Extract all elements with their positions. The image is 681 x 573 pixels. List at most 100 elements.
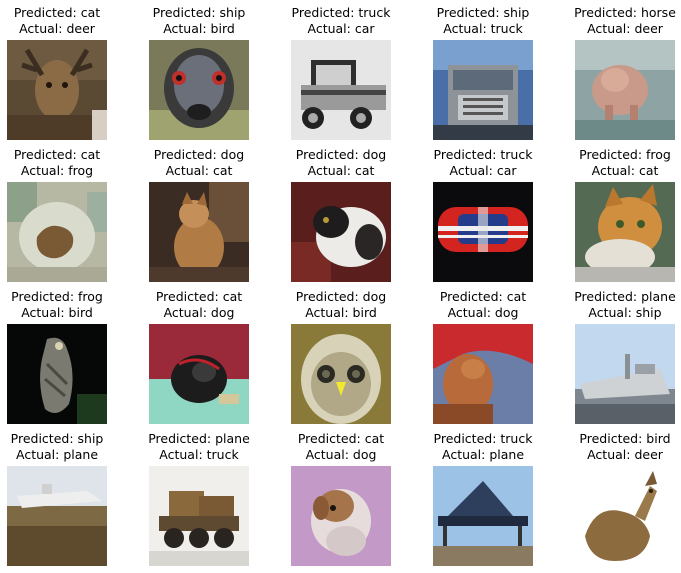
predicted-label: Predicted: horse (574, 5, 676, 20)
predicted-label: Predicted: ship (152, 5, 246, 20)
actual-label: Actual: frog (20, 163, 94, 178)
sample-caption: Predicted: frog Actual: cat (555, 147, 681, 179)
sample-caption: Predicted: cat Actual: dog (413, 289, 553, 321)
sample-cell: Predicted: ship Actual: bird (129, 5, 269, 147)
predicted-label: Predicted: cat (13, 147, 101, 162)
sample-caption: Predicted: plane Actual: truck (129, 431, 269, 463)
sample-caption: Predicted: frog Actual: bird (0, 289, 127, 321)
sample-image (433, 324, 533, 424)
predicted-label: Predicted: dog (153, 147, 245, 162)
predicted-label: Predicted: dog (295, 147, 387, 162)
sample-cell: Predicted: frog Actual: cat (555, 147, 681, 289)
sample-image (433, 466, 533, 566)
predicted-label: Predicted: cat (439, 289, 527, 304)
predicted-label: Predicted: cat (13, 5, 101, 20)
actual-label: Actual: deer (587, 447, 663, 462)
sample-caption: Predicted: truck Actual: car (271, 5, 411, 37)
actual-label: Actual: plane (441, 447, 525, 462)
actual-label: Actual: truck (159, 447, 239, 462)
sample-cell: Predicted: horse Actual: deer (555, 5, 681, 147)
sample-cell: Predicted: cat Actual: dog (413, 289, 553, 431)
sample-caption: Predicted: ship Actual: bird (129, 5, 269, 37)
sample-caption: Predicted: ship Actual: truck (413, 5, 553, 37)
predicted-label: Predicted: plane (148, 431, 250, 446)
predicted-label: Predicted: cat (297, 431, 385, 446)
sample-caption: Predicted: horse Actual: deer (555, 5, 681, 37)
sample-cell: Predicted: plane Actual: ship (555, 289, 681, 431)
predicted-label: Predicted: plane (574, 289, 676, 304)
predicted-label: Predicted: frog (579, 147, 671, 162)
actual-label: Actual: cat (591, 163, 659, 178)
actual-label: Actual: truck (443, 21, 523, 36)
sample-cell: Predicted: cat Actual: frog (0, 147, 127, 289)
sample-image (7, 40, 107, 140)
sample-image (7, 466, 107, 566)
sample-caption: Predicted: truck Actual: car (413, 147, 553, 179)
sample-cell: Predicted: cat Actual: dog (129, 289, 269, 431)
sample-image (575, 182, 675, 282)
sample-image (149, 466, 249, 566)
predicted-label: Predicted: truck (433, 431, 533, 446)
sample-caption: Predicted: bird Actual: deer (555, 431, 681, 463)
sample-caption: Predicted: dog Actual: bird (271, 289, 411, 321)
predicted-label: Predicted: truck (433, 147, 533, 162)
sample-caption: Predicted: truck Actual: plane (413, 431, 553, 463)
sample-cell: Predicted: cat Actual: deer (0, 5, 127, 147)
predicted-label: Predicted: truck (291, 5, 391, 20)
sample-cell: Predicted: dog Actual: cat (271, 147, 411, 289)
sample-caption: Predicted: dog Actual: cat (129, 147, 269, 179)
sample-caption: Predicted: ship Actual: plane (0, 431, 127, 463)
actual-label: Actual: cat (165, 163, 233, 178)
predicted-label: Predicted: dog (295, 289, 387, 304)
actual-label: Actual: car (449, 163, 517, 178)
sample-image (575, 466, 675, 566)
sample-caption: Predicted: cat Actual: dog (271, 431, 411, 463)
sample-image (433, 40, 533, 140)
predicted-label: Predicted: cat (155, 289, 243, 304)
sample-image (149, 182, 249, 282)
sample-image (149, 324, 249, 424)
sample-cell: Predicted: truck Actual: plane (413, 431, 553, 573)
sample-cell: Predicted: cat Actual: dog (271, 431, 411, 573)
sample-cell: Predicted: bird Actual: deer (555, 431, 681, 573)
actual-label: Actual: cat (307, 163, 375, 178)
actual-label: Actual: bird (163, 21, 235, 36)
sample-image (291, 182, 391, 282)
actual-label: Actual: bird (21, 305, 93, 320)
sample-image (7, 182, 107, 282)
actual-label: Actual: ship (588, 305, 662, 320)
sample-caption: Predicted: dog Actual: cat (271, 147, 411, 179)
sample-caption: Predicted: cat Actual: frog (0, 147, 127, 179)
sample-caption: Predicted: cat Actual: dog (129, 289, 269, 321)
sample-cell: Predicted: dog Actual: cat (129, 147, 269, 289)
actual-label: Actual: dog (305, 447, 377, 462)
sample-cell: Predicted: dog Actual: bird (271, 289, 411, 431)
sample-cell: Predicted: frog Actual: bird (0, 289, 127, 431)
sample-cell: Predicted: ship Actual: truck (413, 5, 553, 147)
predicted-label: Predicted: bird (579, 431, 671, 446)
actual-label: Actual: dog (163, 305, 235, 320)
sample-caption: Predicted: cat Actual: deer (0, 5, 127, 37)
sample-image (291, 40, 391, 140)
sample-cell: Predicted: truck Actual: car (413, 147, 553, 289)
actual-label: Actual: car (307, 21, 375, 36)
actual-label: Actual: bird (305, 305, 377, 320)
sample-cell: Predicted: plane Actual: truck (129, 431, 269, 573)
predicted-label: Predicted: ship (10, 431, 104, 446)
sample-image (7, 324, 107, 424)
predicted-label: Predicted: frog (11, 289, 103, 304)
sample-image (433, 182, 533, 282)
sample-cell: Predicted: truck Actual: car (271, 5, 411, 147)
sample-image (149, 40, 249, 140)
sample-image (575, 324, 675, 424)
actual-label: Actual: deer (587, 21, 663, 36)
sample-image (291, 324, 391, 424)
sample-image (575, 40, 675, 140)
actual-label: Actual: dog (447, 305, 519, 320)
sample-caption: Predicted: plane Actual: ship (555, 289, 681, 321)
sample-image (291, 466, 391, 566)
predicted-label: Predicted: ship (436, 5, 530, 20)
sample-cell: Predicted: ship Actual: plane (0, 431, 127, 573)
actual-label: Actual: deer (19, 21, 95, 36)
